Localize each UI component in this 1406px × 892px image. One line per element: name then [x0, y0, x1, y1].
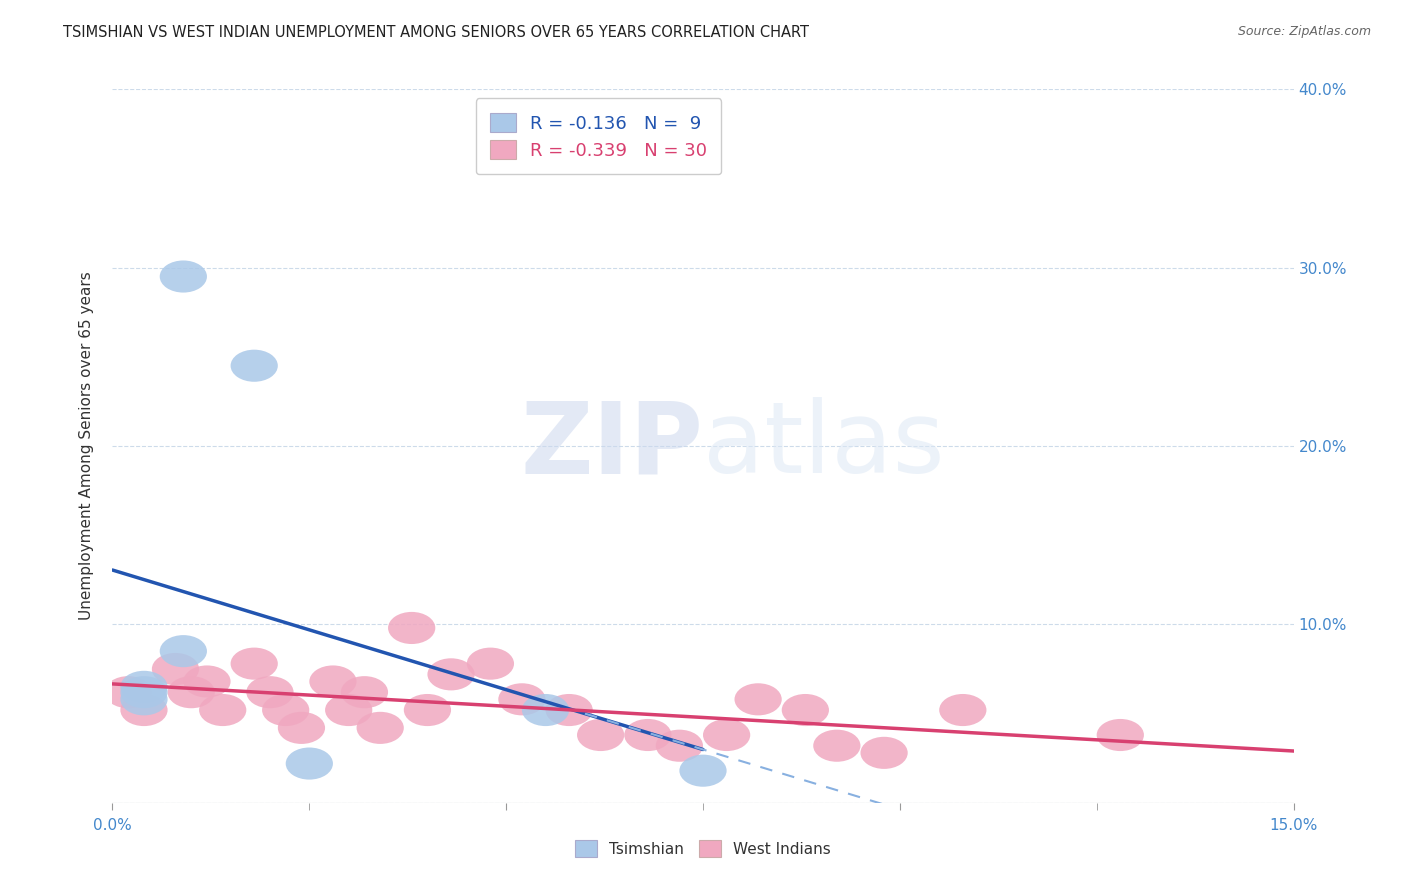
- Ellipse shape: [246, 676, 294, 708]
- Ellipse shape: [404, 694, 451, 726]
- Ellipse shape: [498, 683, 546, 715]
- Ellipse shape: [624, 719, 672, 751]
- Ellipse shape: [388, 612, 436, 644]
- Ellipse shape: [121, 676, 167, 708]
- Ellipse shape: [467, 648, 515, 680]
- Text: ZIP: ZIP: [520, 398, 703, 494]
- Ellipse shape: [121, 694, 167, 726]
- Legend: Tsimshian, West Indians: Tsimshian, West Indians: [569, 834, 837, 863]
- Ellipse shape: [231, 648, 278, 680]
- Ellipse shape: [734, 683, 782, 715]
- Ellipse shape: [200, 694, 246, 726]
- Ellipse shape: [860, 737, 908, 769]
- Ellipse shape: [121, 671, 167, 703]
- Ellipse shape: [183, 665, 231, 698]
- Ellipse shape: [679, 755, 727, 787]
- Ellipse shape: [522, 694, 569, 726]
- Ellipse shape: [231, 350, 278, 382]
- Text: TSIMSHIAN VS WEST INDIAN UNEMPLOYMENT AMONG SENIORS OVER 65 YEARS CORRELATION CH: TSIMSHIAN VS WEST INDIAN UNEMPLOYMENT AM…: [63, 25, 810, 40]
- Ellipse shape: [104, 676, 152, 708]
- Ellipse shape: [782, 694, 830, 726]
- Ellipse shape: [325, 694, 373, 726]
- Ellipse shape: [121, 683, 167, 715]
- Ellipse shape: [278, 712, 325, 744]
- Ellipse shape: [340, 676, 388, 708]
- Ellipse shape: [813, 730, 860, 762]
- Ellipse shape: [160, 260, 207, 293]
- Ellipse shape: [262, 694, 309, 726]
- Ellipse shape: [655, 730, 703, 762]
- Ellipse shape: [427, 658, 475, 690]
- Ellipse shape: [703, 719, 751, 751]
- Ellipse shape: [357, 712, 404, 744]
- Ellipse shape: [546, 694, 593, 726]
- Ellipse shape: [309, 665, 357, 698]
- Ellipse shape: [160, 635, 207, 667]
- Text: Source: ZipAtlas.com: Source: ZipAtlas.com: [1237, 25, 1371, 38]
- Ellipse shape: [939, 694, 987, 726]
- Ellipse shape: [285, 747, 333, 780]
- Ellipse shape: [576, 719, 624, 751]
- Ellipse shape: [152, 653, 200, 685]
- Ellipse shape: [1097, 719, 1144, 751]
- Ellipse shape: [167, 676, 215, 708]
- Text: atlas: atlas: [703, 398, 945, 494]
- Y-axis label: Unemployment Among Seniors over 65 years: Unemployment Among Seniors over 65 years: [79, 272, 94, 620]
